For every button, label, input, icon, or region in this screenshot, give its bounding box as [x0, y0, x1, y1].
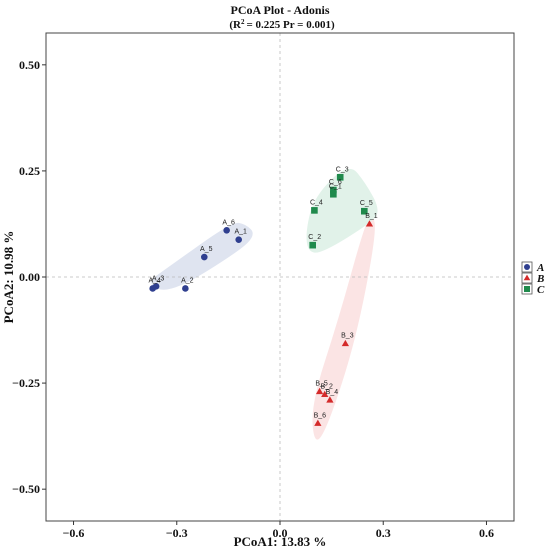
point-a-5	[200, 253, 208, 261]
legend-label-b: B	[536, 273, 544, 285]
point-c-1	[330, 190, 337, 198]
point-label-b-4: B_4	[326, 389, 339, 396]
point-a-2	[182, 285, 189, 292]
chart-title: PCoA Plot - Adonis	[230, 3, 329, 17]
point-a-6	[223, 227, 230, 234]
legend: ABC	[521, 261, 545, 296]
point-label-a-5: A_5	[200, 246, 213, 253]
legend-marker-a	[524, 264, 530, 270]
point-b-4	[326, 396, 334, 403]
point-label-a-6: A_6	[222, 219, 235, 226]
point-label-a-2: A_2	[181, 277, 194, 284]
x-tick-label: 0.6	[479, 526, 494, 540]
point-c-6	[330, 186, 337, 194]
point-c-3	[336, 173, 344, 181]
point-b-5	[315, 387, 324, 395]
x-tick-label: 0.0	[273, 526, 288, 540]
x-tick-label: 0.3	[376, 526, 391, 540]
point-label-c-2: C_2	[308, 234, 321, 241]
point-label-b-3: B_3	[341, 333, 354, 340]
point-labels: A_1A_2A_3A_4A_5A_6B_1B_2B_3B_4B_5B_6C_1C…	[148, 166, 377, 419]
point-label-c-4: C_4	[310, 199, 323, 206]
legend-label-c: C	[537, 284, 545, 296]
point-c-5	[361, 207, 368, 215]
subtitle-part-1: (R	[229, 19, 242, 31]
subtitle-part-2: = 0.225 Pr = 0.001)	[247, 19, 335, 31]
point-label-c-5: C_5	[360, 200, 373, 207]
point-label-a-1: A_1	[234, 229, 247, 236]
point-a-1	[235, 236, 243, 243]
data-points	[149, 173, 374, 426]
ellipse-c	[306, 168, 378, 253]
reference-lines	[46, 33, 514, 521]
point-label-c-6: C_6	[329, 179, 342, 186]
point-c-4	[311, 207, 318, 214]
point-b-2	[321, 390, 329, 398]
point-b-3	[341, 339, 350, 347]
chart-subtitle: (R2 = 0.225 Pr = 0.001)	[229, 18, 335, 31]
point-label-b-1: B_1	[365, 213, 378, 220]
x-tick-label: −0.6	[63, 526, 85, 540]
point-label-a-3: A_3	[152, 275, 165, 282]
y-axis-title: PCoA2: 10.98 %	[1, 231, 16, 324]
subtitle-superscript: 2	[241, 18, 245, 26]
legend-marker-b	[523, 274, 531, 281]
y-tick-label: −0.50	[12, 482, 40, 496]
y-tick-label: 0.00	[19, 270, 40, 284]
y-tick-label: 0.25	[19, 164, 40, 178]
ellipse-b	[312, 215, 375, 440]
point-label-a-4: A_4	[148, 277, 161, 284]
point-label-b-6: B_6	[314, 412, 327, 419]
x-tick-label: −0.3	[166, 526, 188, 540]
legend-marker-c	[524, 286, 530, 292]
y-axis-ticks: −0.50 −0.25 0.00 0.25 0.50	[12, 58, 46, 496]
y-tick-label: 0.50	[19, 58, 40, 72]
point-b-6	[314, 419, 322, 426]
legend-label-a: A	[536, 262, 544, 274]
point-label-b-5: B_5	[315, 381, 328, 388]
point-c-2	[309, 241, 316, 249]
point-b-1	[365, 220, 374, 227]
y-tick-label: −0.25	[12, 376, 40, 390]
point-label-c-3: C_3	[336, 166, 349, 173]
x-axis-title: PCoA1: 13.83 %	[234, 534, 327, 549]
point-label-b-2: B_2	[321, 384, 334, 391]
point-a-4	[149, 285, 156, 292]
x-axis-ticks: −0.6 −0.3 0.0 0.3 0.6	[63, 521, 494, 540]
point-label-c-1: C_1	[329, 183, 342, 190]
